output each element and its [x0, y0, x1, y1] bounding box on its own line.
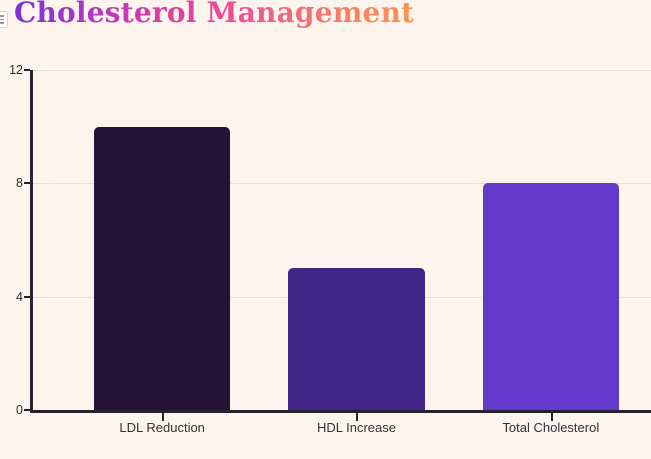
y-axis-tick: [24, 69, 30, 71]
y-axis-tick: [24, 182, 30, 185]
y-axis-labels: 0 4 8 12: [0, 63, 25, 417]
y-axis-tick: [24, 409, 30, 411]
gridline: [33, 70, 651, 71]
y-axis-label: 12: [9, 63, 23, 77]
x-axis-tick: [550, 413, 553, 421]
x-axis-tick: [356, 413, 359, 421]
bar-hdl-increase[interactable]: [288, 268, 425, 410]
bar-bands: LDL Reduction HDL Increase Total Cholester…: [65, 70, 648, 435]
chart-title: Cholesterol Management: [14, 0, 414, 29]
bar-band: Total Cholesterol: [454, 70, 648, 435]
list-icon-button[interactable]: [0, 11, 8, 28]
bar-total-cholesterol[interactable]: [482, 183, 619, 410]
x-axis-label: Total Cholesterol: [502, 420, 600, 435]
y-axis-label: 8: [16, 176, 23, 191]
list-icon: [0, 15, 4, 17]
plot-area: LDL Reduction HDL Increase Total Cholester…: [24, 69, 651, 435]
x-axis-label: LDL Reduction: [119, 420, 205, 435]
x-axis-label: HDL Increase: [316, 420, 396, 435]
x-axis-tick: [162, 413, 165, 421]
y-axis-label: 0: [16, 403, 23, 417]
y-axis-tick: [24, 295, 30, 298]
gridline: [33, 183, 651, 185]
bar-ldl-reduction[interactable]: [94, 126, 231, 410]
bar-band: HDL Increase: [259, 70, 453, 435]
bar-band: LDL Reduction: [65, 70, 259, 435]
y-axis-label: 4: [16, 289, 23, 304]
